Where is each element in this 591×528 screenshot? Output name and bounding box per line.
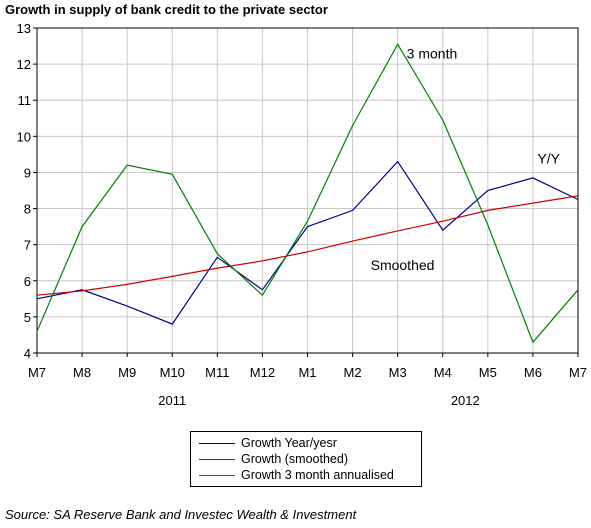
x-tick-label: M3 [389, 365, 407, 380]
x-tick-label: M5 [479, 365, 497, 380]
x-tick-label: M4 [434, 365, 452, 380]
x-tick-label: M2 [344, 365, 362, 380]
x-tick-label: M7 [28, 365, 46, 380]
y-tick-label: 7 [24, 238, 31, 253]
legend-label-smoothed: Growth (smoothed) [241, 452, 348, 466]
x-tick-label: M9 [118, 365, 136, 380]
legend-swatch-year-on-year [199, 442, 235, 444]
x-tick-label: M7 [569, 365, 587, 380]
legend: Growth Year/yesr Growth (smoothed) Growt… [190, 431, 422, 487]
chart-title: Growth in supply of bank credit to the p… [5, 2, 328, 17]
legend-item-smoothed: Growth (smoothed) [191, 451, 421, 467]
y-tick-label: 11 [18, 93, 32, 108]
y-tick-label: 9 [24, 165, 31, 180]
y-tick-label: 4 [24, 346, 31, 361]
y-tick-label: 12 [17, 57, 31, 72]
source-note: Source: SA Reserve Bank and Investec Wea… [5, 507, 357, 522]
x-tick-label: M12 [250, 365, 275, 380]
x-tick-label: M1 [298, 365, 316, 380]
x-tick-label: M11 [205, 365, 229, 380]
annotation-label: 3 month [407, 46, 458, 62]
legend-swatch-smoothed [199, 458, 235, 460]
legend-item-year-on-year: Growth Year/yesr [191, 435, 421, 451]
annotation-label: Y/Y [537, 150, 560, 166]
x-tick-label: M8 [73, 365, 91, 380]
series-line-year-on-year [36, 160, 579, 325]
y-tick-label: 5 [24, 310, 31, 325]
year-label: 2011 [158, 393, 186, 408]
x-tick-label: M10 [160, 365, 185, 380]
series-line-smoothed [36, 195, 579, 296]
legend-label-year-on-year: Growth Year/yesr [241, 436, 337, 450]
legend-swatch-3-month [199, 474, 235, 476]
x-tick-label: M6 [524, 365, 542, 380]
series-line-3-month [36, 43, 579, 344]
y-tick-label: 13 [17, 21, 31, 36]
legend-item-3-month: Growth 3 month annualised [191, 467, 421, 483]
y-tick-label: 8 [24, 202, 31, 217]
y-tick-label: 6 [24, 274, 31, 289]
year-label: 2012 [451, 393, 480, 408]
y-tick-label: 10 [17, 129, 31, 144]
annotation-label: Smoothed [371, 257, 435, 273]
legend-label-3-month: Growth 3 month annualised [241, 468, 394, 482]
